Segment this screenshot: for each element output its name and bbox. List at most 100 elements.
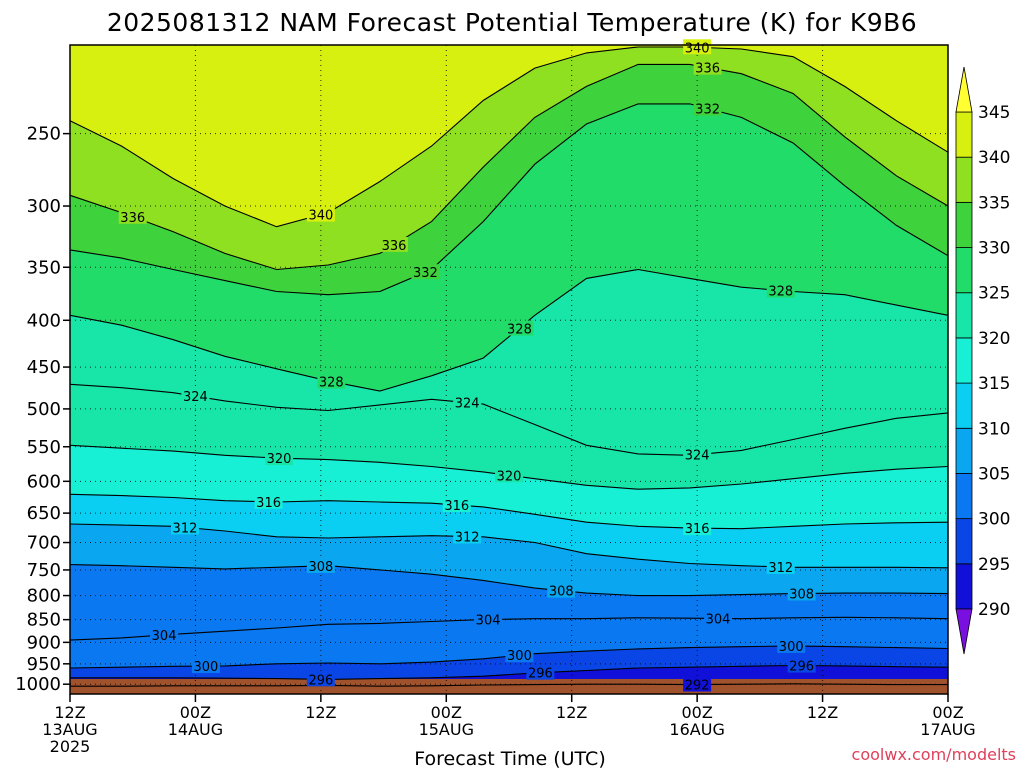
contour-label-bg	[317, 373, 346, 389]
contour-label-bg	[265, 450, 294, 466]
colorbar: 290 295 300 305 310 315 320 325 330 335 340 345	[955, 66, 1010, 655]
y-tick-label: 450	[27, 357, 61, 378]
contour-label: 336	[120, 211, 145, 226]
contour-label-bg	[777, 637, 806, 653]
contour-label: 324	[183, 390, 208, 405]
contour-label: 304	[152, 629, 177, 644]
colorbar-band	[955, 292, 973, 339]
y-tick-label: 550	[27, 437, 61, 458]
contour-312	[69, 523, 949, 569]
colorbar-label: 330	[978, 239, 1010, 259]
y-tick-label: 1000	[15, 674, 61, 695]
colorbar-label: 320	[978, 329, 1010, 349]
colorbar-label: 310	[978, 419, 1010, 439]
y-tick-label: 800	[27, 586, 61, 607]
contour-label-bg	[787, 657, 816, 673]
contour-label-bg	[547, 582, 576, 598]
colorbar-band	[955, 201, 973, 248]
contour-label-bg	[766, 282, 795, 298]
x-tick-label: 12Z	[556, 703, 587, 722]
contour-label-bg	[442, 497, 471, 513]
contour-label: 296	[308, 673, 333, 688]
colorbar-band	[955, 337, 973, 384]
contour-label: 324	[455, 397, 480, 412]
contour-label-bg	[306, 557, 335, 573]
x-tick-label: 00Z	[932, 703, 963, 722]
contour-332	[69, 103, 949, 296]
contour-label: 320	[267, 452, 292, 467]
contour-label: 316	[685, 522, 710, 537]
contour-label-bg	[170, 519, 199, 535]
contour-336	[69, 63, 949, 271]
contour-label-bg	[453, 528, 482, 544]
contour-label-bg	[411, 264, 440, 280]
colorbar-label: 290	[978, 600, 1010, 620]
contour-label-bg	[380, 236, 409, 252]
colorbar-label: 340	[978, 148, 1010, 168]
contour-label: 316	[256, 496, 281, 511]
contour-label-bg	[453, 394, 482, 410]
x-tick-label: 14AUG	[168, 720, 223, 739]
contour-label-bg	[118, 208, 147, 224]
contour-label: 300	[779, 640, 804, 655]
plot-frame	[69, 44, 949, 695]
colorbar-label: 335	[978, 193, 1010, 213]
colorbar-band	[955, 247, 973, 294]
x-tick-label: 2025	[50, 737, 91, 756]
x-axis-title: Forecast Time (UTC)	[414, 748, 605, 768]
colorbar-band	[955, 156, 973, 203]
x-tick-label: 17AUG	[920, 720, 975, 739]
x-tick-label: 13AUG	[42, 720, 97, 739]
y-tick-label: 900	[27, 632, 61, 653]
x-tick-label: 12Z	[807, 703, 838, 722]
x-tick-label: 16AUG	[669, 720, 724, 739]
contour-label-bg	[787, 585, 816, 601]
contour-label-bg	[505, 647, 534, 663]
contour-label: 336	[382, 239, 407, 254]
contour-label-bg	[693, 59, 722, 75]
contour-label: 304	[706, 613, 731, 628]
colorbar-band	[955, 111, 973, 158]
contour-label: 340	[685, 41, 710, 56]
contour-label-bg	[474, 611, 503, 627]
contour-324	[69, 383, 949, 456]
contour-label-bg	[191, 658, 220, 674]
contour-label-bg	[505, 320, 534, 336]
contour-label-bg	[683, 446, 712, 462]
contour-304	[69, 616, 949, 641]
contour-label-bg	[495, 467, 523, 483]
colorbar-label: 345	[978, 103, 1010, 123]
contour-label: 324	[685, 449, 710, 464]
x-tick-label: 00Z	[681, 703, 712, 722]
x-tick-label: 15AUG	[419, 720, 474, 739]
contour-label-bg	[181, 388, 210, 404]
contour-label: 292	[685, 679, 710, 694]
contour-316	[69, 493, 949, 530]
contour-label: 312	[455, 530, 480, 545]
contour-label-bg	[683, 520, 712, 536]
y-tick-label: 400	[27, 310, 61, 331]
contour-label: 308	[789, 587, 814, 602]
contour-label: 312	[768, 561, 793, 576]
contour-label: 320	[497, 469, 522, 484]
contour-label-bg	[306, 206, 335, 222]
y-tick-label: 500	[27, 399, 61, 420]
contour-label-bg	[693, 100, 722, 116]
colorbar-label: 315	[978, 374, 1010, 394]
contour-label: 328	[768, 284, 793, 299]
colorbar-bottom-arrow	[955, 608, 973, 655]
colorbar-band	[955, 473, 973, 520]
colorbar-band	[955, 382, 973, 429]
contour-label: 308	[549, 585, 574, 600]
contour-label: 300	[193, 660, 218, 675]
field-band-340	[70, 45, 948, 227]
contour-label: 332	[695, 103, 720, 118]
colorbar-band	[955, 563, 973, 610]
x-tick-label: 12Z	[54, 703, 85, 722]
chart-title: 2025081312 NAM Forecast Potential Temper…	[107, 8, 917, 37]
source-credit: coolwx.com/modelts	[852, 745, 1016, 764]
contour-label-bg	[254, 493, 283, 509]
contour-label-bg	[683, 39, 712, 55]
y-tick-label: 300	[27, 196, 61, 217]
